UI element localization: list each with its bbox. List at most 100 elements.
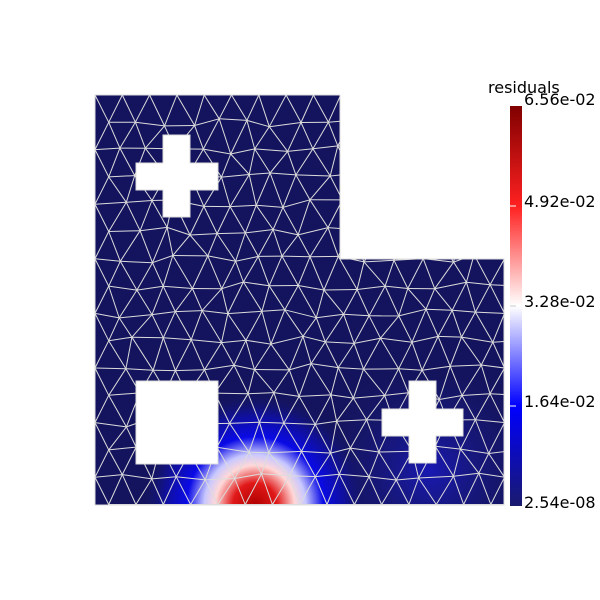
mesh-edge (310, 341, 326, 364)
mesh-edge (281, 234, 299, 257)
mesh-edge (418, 477, 437, 505)
mesh-edge (466, 281, 491, 286)
mesh-edge (108, 336, 132, 342)
mesh-edge (108, 426, 127, 451)
mesh-edge (315, 317, 326, 343)
mesh-edge (227, 281, 244, 314)
mesh-edge (478, 117, 488, 152)
mesh-edge (352, 397, 368, 420)
mesh-edge (95, 476, 110, 505)
mesh-edge (298, 363, 312, 397)
mesh-edge (219, 118, 247, 121)
mesh-edge (269, 151, 288, 174)
mesh-edge (272, 229, 299, 236)
mesh-edge (126, 200, 153, 203)
mesh-edge (339, 473, 370, 478)
mesh-edge (422, 95, 434, 122)
mesh-edge (354, 337, 381, 344)
mesh-edge (119, 230, 141, 262)
mesh-edge (162, 476, 177, 505)
mesh-edge (350, 447, 379, 453)
mesh-edge (350, 229, 365, 263)
mesh-edge (135, 121, 165, 127)
mesh-edge (95, 258, 110, 287)
mesh-edge (490, 284, 504, 287)
mesh-edge (108, 175, 135, 178)
mesh-edge (231, 95, 248, 121)
colorbar-label-max: 6.56e-02 (524, 90, 596, 109)
mesh-edge (152, 227, 168, 263)
mesh-edge (135, 478, 153, 505)
mesh-edge (480, 178, 493, 207)
mesh-edge (289, 475, 301, 505)
mesh-edge (492, 341, 504, 369)
mesh-edge (433, 228, 461, 235)
mesh-edge (207, 255, 223, 289)
mesh-edge (310, 363, 332, 396)
mesh-edge (385, 120, 396, 153)
mesh-edge (229, 423, 250, 453)
mesh-edge (162, 285, 176, 312)
mesh-edge (481, 364, 504, 369)
mesh-edge (329, 145, 339, 177)
mesh-edge (312, 121, 329, 150)
mesh-edge (422, 365, 451, 371)
mesh-edge (422, 229, 434, 259)
mesh-edge (162, 337, 176, 371)
mesh-edge (330, 367, 339, 396)
mesh-edge (256, 204, 283, 208)
mesh-edge (445, 208, 461, 235)
mesh-edge (393, 235, 412, 261)
mesh-edge (268, 422, 285, 453)
mesh-edge (324, 341, 339, 368)
mesh-edge (312, 148, 331, 177)
mesh-edge (108, 261, 121, 287)
mesh-edge (353, 343, 364, 370)
mesh-edge (349, 419, 368, 449)
mesh-edge (289, 451, 302, 477)
mesh-edge (254, 126, 270, 150)
mesh-edge (118, 289, 138, 319)
mesh-edge (315, 473, 340, 478)
mesh-edge (248, 392, 274, 395)
mesh-edge (461, 395, 476, 420)
mesh-edge (254, 369, 275, 393)
mesh-edge (136, 285, 164, 291)
mesh-edge (301, 450, 331, 454)
mesh-edge (323, 256, 339, 291)
mesh-edge (95, 312, 120, 319)
mesh-edge (434, 288, 453, 311)
mesh-edge (446, 206, 482, 210)
mesh-edge (350, 173, 365, 205)
mesh-edge (323, 289, 358, 291)
mesh-edge (394, 152, 407, 179)
mesh-edge (273, 392, 300, 397)
mesh-edge (95, 395, 110, 423)
mesh-edge (230, 148, 255, 155)
mesh-edge (284, 285, 299, 311)
mesh-edge (230, 120, 248, 155)
mesh-edge (270, 172, 296, 176)
mesh-edge (108, 231, 121, 262)
mesh-edge (336, 419, 367, 422)
mesh-edge (216, 233, 237, 262)
mesh-edge (349, 447, 370, 478)
mesh-edge (268, 95, 287, 127)
mesh-edge (475, 311, 504, 314)
mesh-edge (95, 231, 110, 260)
mesh-edge (300, 122, 314, 150)
mesh-edge (268, 255, 283, 286)
mesh-edge (233, 364, 255, 370)
mesh-edge (297, 256, 311, 286)
mesh-edge (287, 151, 297, 176)
domain-outline (94, 94, 505, 506)
mesh-edge (336, 420, 351, 449)
mesh-edge (341, 173, 352, 201)
mesh-edge (95, 422, 110, 451)
mesh-edge (410, 201, 425, 236)
mesh-edge (95, 474, 123, 478)
mesh-edge (419, 120, 434, 151)
mesh-edge (283, 422, 316, 425)
mesh-edge (350, 204, 365, 230)
mesh-edge (139, 200, 153, 231)
